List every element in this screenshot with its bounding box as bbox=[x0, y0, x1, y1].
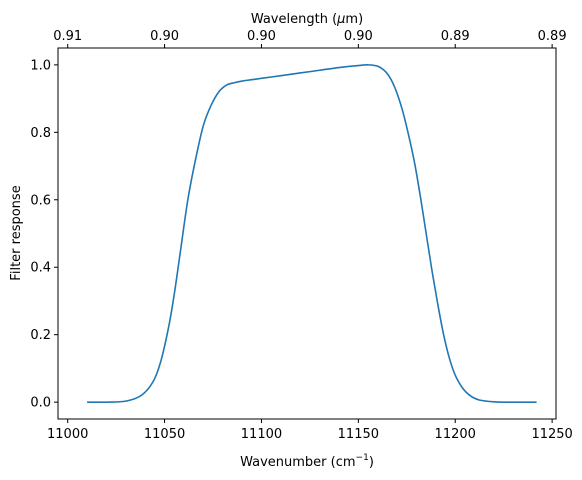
x-axis-label: Wavenumber (cm−1) bbox=[240, 453, 374, 470]
y-axis-label: Filter response bbox=[9, 185, 24, 280]
top-tick-label-5: 0.89 bbox=[538, 29, 567, 44]
y-tick-label-1: 0.2 bbox=[30, 328, 51, 343]
y-tick-label-5: 1.0 bbox=[30, 58, 51, 73]
filter-response-line bbox=[87, 64, 537, 404]
y-tick-label-3: 0.6 bbox=[30, 193, 51, 208]
x-tick-label-4: 11200 bbox=[435, 427, 476, 442]
x-tick-label-1: 11050 bbox=[144, 427, 185, 442]
x-tick-label-0: 11000 bbox=[47, 427, 88, 442]
y-tick-label-2: 0.4 bbox=[30, 261, 51, 276]
y-tick-label-4: 0.8 bbox=[30, 126, 51, 141]
top-tick-label-1: 0.90 bbox=[150, 29, 179, 44]
top-x-axis-label: Wavelength (μm) bbox=[251, 12, 363, 27]
top-x-axis: 0.91 0.90 0.90 0.90 0.89 0.89 bbox=[53, 29, 567, 48]
x-tick-label-5: 11250 bbox=[531, 427, 572, 442]
x-tick-label-3: 11150 bbox=[338, 427, 379, 442]
bottom-x-axis: 11000 11050 11100 11150 11200 11250 bbox=[47, 419, 573, 442]
y-axis: 0.0 0.2 0.4 0.6 0.8 1.0 bbox=[30, 58, 58, 411]
top-tick-label-4: 0.89 bbox=[441, 29, 470, 44]
x-tick-label-2: 11100 bbox=[241, 427, 282, 442]
plot-area-frame bbox=[57, 47, 557, 420]
y-tick-label-0: 0.0 bbox=[30, 396, 51, 411]
top-tick-label-3: 0.90 bbox=[344, 29, 373, 44]
top-tick-label-2: 0.90 bbox=[247, 29, 276, 44]
top-tick-label-0: 0.91 bbox=[53, 29, 82, 44]
